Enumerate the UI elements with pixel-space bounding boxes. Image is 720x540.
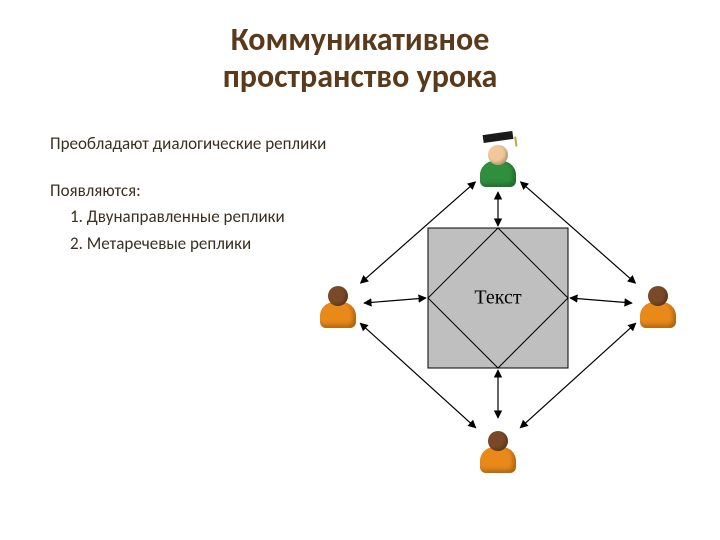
person-left-student bbox=[316, 276, 360, 330]
title-line-1: Коммуникативное bbox=[0, 22, 720, 59]
person-top-teacher bbox=[476, 135, 520, 189]
slide: { "title": { "line1": "Коммуникативное",… bbox=[0, 0, 720, 540]
title-line-2: пространство урока bbox=[0, 59, 720, 96]
body-item-2: 2. Метаречевые реплики bbox=[50, 232, 450, 257]
person-bottom-student bbox=[476, 421, 520, 475]
person-right-student bbox=[636, 276, 680, 330]
body-line-1: Преобладают диалогические реплики bbox=[50, 132, 450, 157]
body-line-2: Появляются: bbox=[50, 179, 450, 204]
slide-title: Коммуникативное пространство урока bbox=[0, 22, 720, 96]
body-item-1: 1. Двунаправленные реплики bbox=[50, 205, 450, 230]
center-label: Текст bbox=[474, 287, 521, 310]
body-text: Преобладают диалогические реплики Появля… bbox=[50, 132, 450, 259]
